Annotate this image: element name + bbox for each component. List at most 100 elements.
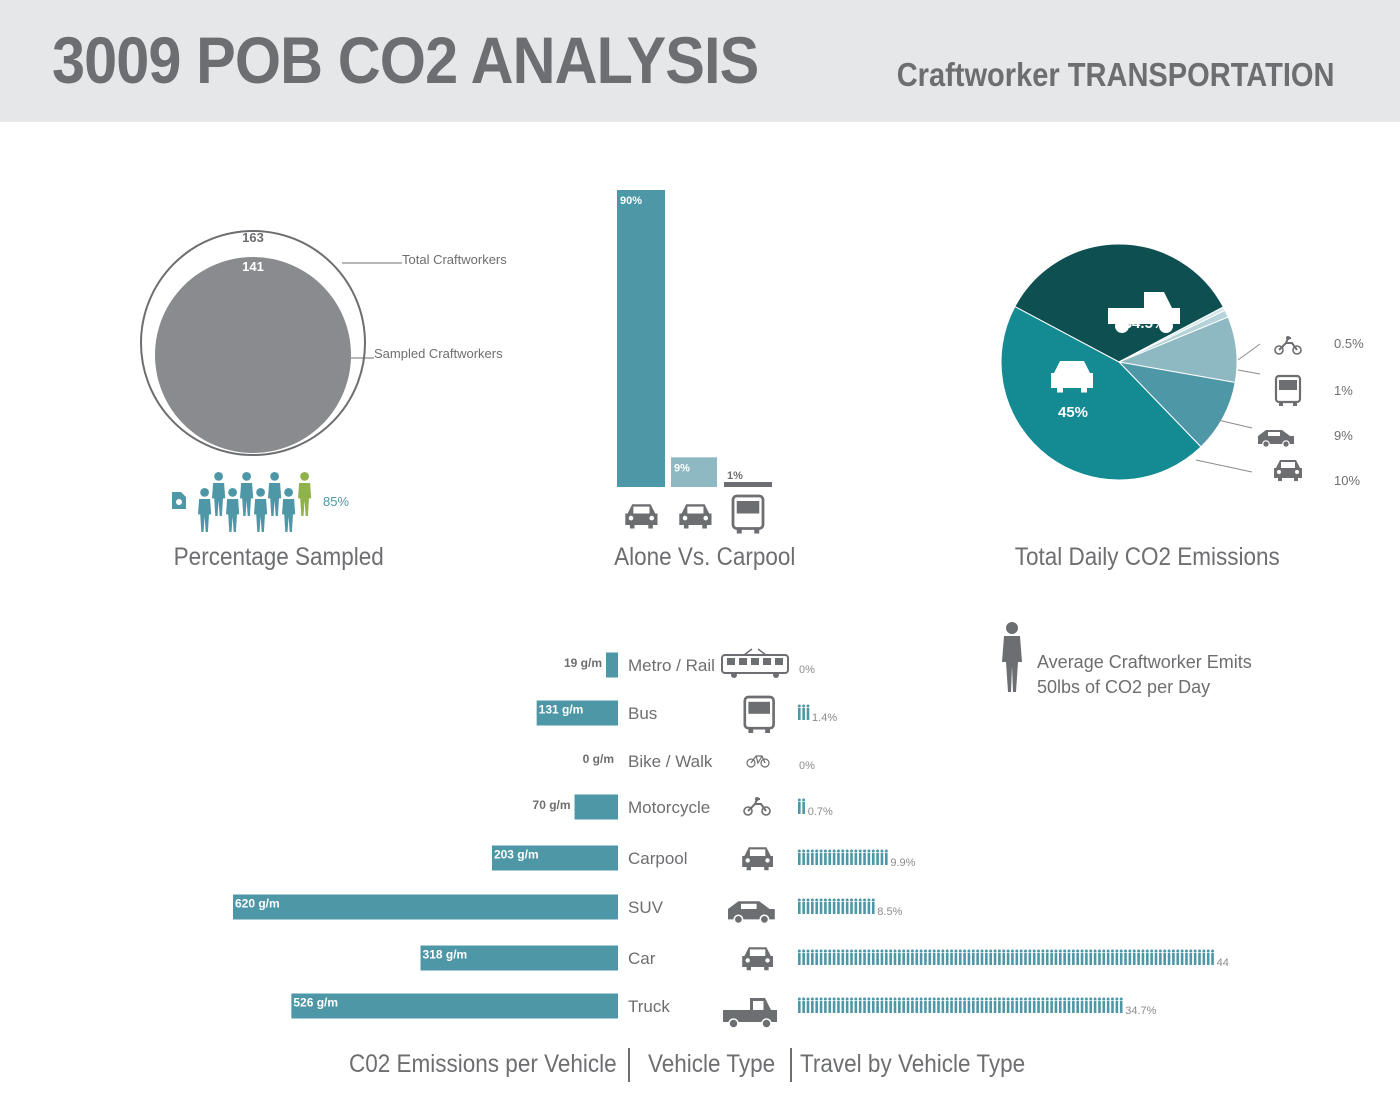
sampled-percent: 85% [323, 494, 349, 509]
page-subtitle: Craftworker TRANSPORTATION [896, 56, 1334, 93]
footer-vehicle-type-label: Vehicle Type [648, 1050, 776, 1078]
footer-emissions-label: C02 Emissions per Vehicle [349, 1050, 617, 1078]
travel-share-label: 8.5% [877, 906, 902, 918]
people-icons [198, 472, 312, 532]
average-note-line2: 50lbs of CO2 per Day [1037, 677, 1211, 697]
worker-icon [254, 488, 268, 532]
vehicle-type-label: Metro / Rail [628, 656, 715, 675]
percentage-sampled-label: Percentage Sampled [173, 543, 384, 571]
alone-vs-carpool-label: Alone Vs. Carpool [614, 543, 796, 571]
car-icon [625, 504, 658, 529]
pie-slice [1000, 305, 1202, 481]
average-note-line1: Average Craftworker Emits [1037, 652, 1252, 672]
suv-icon [728, 901, 775, 925]
suv-icon [1258, 430, 1294, 448]
bar-carpool [671, 457, 717, 487]
car-icon [679, 504, 712, 529]
bus-icon [731, 494, 765, 534]
emission-value-label: 203 g/m [494, 848, 539, 862]
travel-people-row [797, 849, 888, 865]
vehicle-type-label: Car [628, 949, 656, 968]
truck-icon [1108, 292, 1180, 333]
worker-icon [198, 488, 212, 532]
travel-people-row [797, 798, 806, 814]
bus-icon [743, 695, 775, 733]
sampled-craftworkers-circle [155, 257, 351, 453]
emission-value-label: 131 g/m [539, 703, 584, 717]
person-icon [1002, 622, 1022, 692]
worker-icon [212, 472, 226, 516]
pie-slice [1117, 361, 1236, 448]
travel-people-row [797, 898, 875, 914]
emission-value-label: 620 g/m [235, 897, 280, 911]
footer-travel-label: Travel by Vehicle Type [800, 1050, 1026, 1078]
worker-icon [268, 472, 282, 516]
slice-label-car: 45% [1058, 404, 1088, 421]
vehicle-type-label: Bus [628, 704, 657, 723]
tram-icon [721, 648, 789, 678]
page-title: 3009 POB CO2 ANALYSIS [52, 23, 759, 97]
motorcycle-icon [1274, 336, 1302, 355]
travel-people-row [797, 949, 1215, 965]
emission-value-label: 19 g/m [564, 656, 602, 670]
travel-share-label: 34.7% [1125, 1005, 1156, 1017]
vehicle-type-label: Bike / Walk [628, 752, 713, 771]
bar-car [617, 190, 665, 487]
emission-value-label: 526 g/m [293, 996, 338, 1010]
bar-label-bus: 1% [727, 470, 743, 482]
bar-label-carpool: 9% [674, 462, 690, 474]
emission-bar [536, 700, 618, 726]
total-daily-emissions-label: Total Daily CO2 Emissions [1014, 543, 1280, 571]
emission-bar [291, 993, 618, 1019]
travel-share-label: 9.9% [890, 857, 915, 869]
document-icon [172, 492, 186, 509]
slice-label-truck: 34.5% [1124, 315, 1167, 332]
header-banner: 3009 POB CO2 ANALYSIS Craftworker TRANSP… [0, 0, 1400, 122]
worker-icon [282, 488, 296, 532]
footer-divider-1 [628, 1048, 630, 1082]
emission-value-label: 318 g/m [423, 948, 468, 962]
unsampled-worker-icon [298, 472, 312, 516]
total-value: 163 [242, 230, 264, 245]
motorcycle-icon [743, 797, 771, 816]
total-daily-emissions-chart: 34.5% 45% 0.5% 1% 9% 10% [1000, 243, 1364, 488]
vehicle-type-label: Carpool [628, 849, 688, 868]
emission-bar [574, 794, 618, 820]
travel-share-label: 1.4% [812, 712, 837, 724]
bus-icon [1274, 374, 1302, 406]
car-icon [1051, 361, 1093, 393]
slice-label-outside: 9% [1334, 428, 1353, 443]
travel-people-row [797, 997, 1123, 1013]
alone-vs-carpool-chart: 90% 9% 1% [617, 190, 772, 534]
pie-slice [1014, 243, 1225, 363]
sampled-value: 141 [242, 259, 264, 274]
sampled-craftworkers-label: Sampled Craftworkers [374, 346, 503, 361]
bar-bus [724, 482, 772, 487]
car-icon [1274, 460, 1302, 481]
bike-icon [746, 755, 770, 768]
truck-icon [723, 998, 777, 1029]
travel-share-label: 0% [799, 664, 815, 676]
emissions-per-vehicle-chart: 19 g/m Metro / Rail 0% 131 g/m Bus 1.4% 0 g/m B… [233, 648, 1230, 1029]
percentage-sampled-chart: 163 141 Total Craftworkers Sampled Craft… [140, 230, 507, 532]
footer-divider-2 [790, 1048, 792, 1082]
vehicle-type-label: Motorcycle [628, 798, 710, 817]
emission-bar [420, 945, 618, 971]
emission-value-label: 0 g/m [583, 752, 614, 766]
car-icon [742, 947, 773, 971]
emission-bar [233, 894, 618, 920]
vehicle-type-label: SUV [628, 898, 664, 917]
slice-label-outside: 0.5% [1334, 336, 1364, 351]
total-craftworkers-label: Total Craftworkers [402, 252, 507, 267]
car-icon [742, 847, 773, 871]
vehicle-type-label: Truck [628, 997, 670, 1016]
slice-label-outside: 10% [1334, 473, 1360, 488]
worker-icon [240, 472, 254, 516]
worker-icon [226, 488, 240, 532]
bar-label-car: 90% [620, 195, 642, 207]
travel-share-label: 0% [799, 760, 815, 772]
travel-share-label: 0.7% [808, 806, 833, 818]
average-note: Average Craftworker Emits 50lbs of CO2 p… [1037, 650, 1252, 700]
slice-label-outside: 1% [1334, 383, 1353, 398]
emission-bar [491, 845, 618, 871]
